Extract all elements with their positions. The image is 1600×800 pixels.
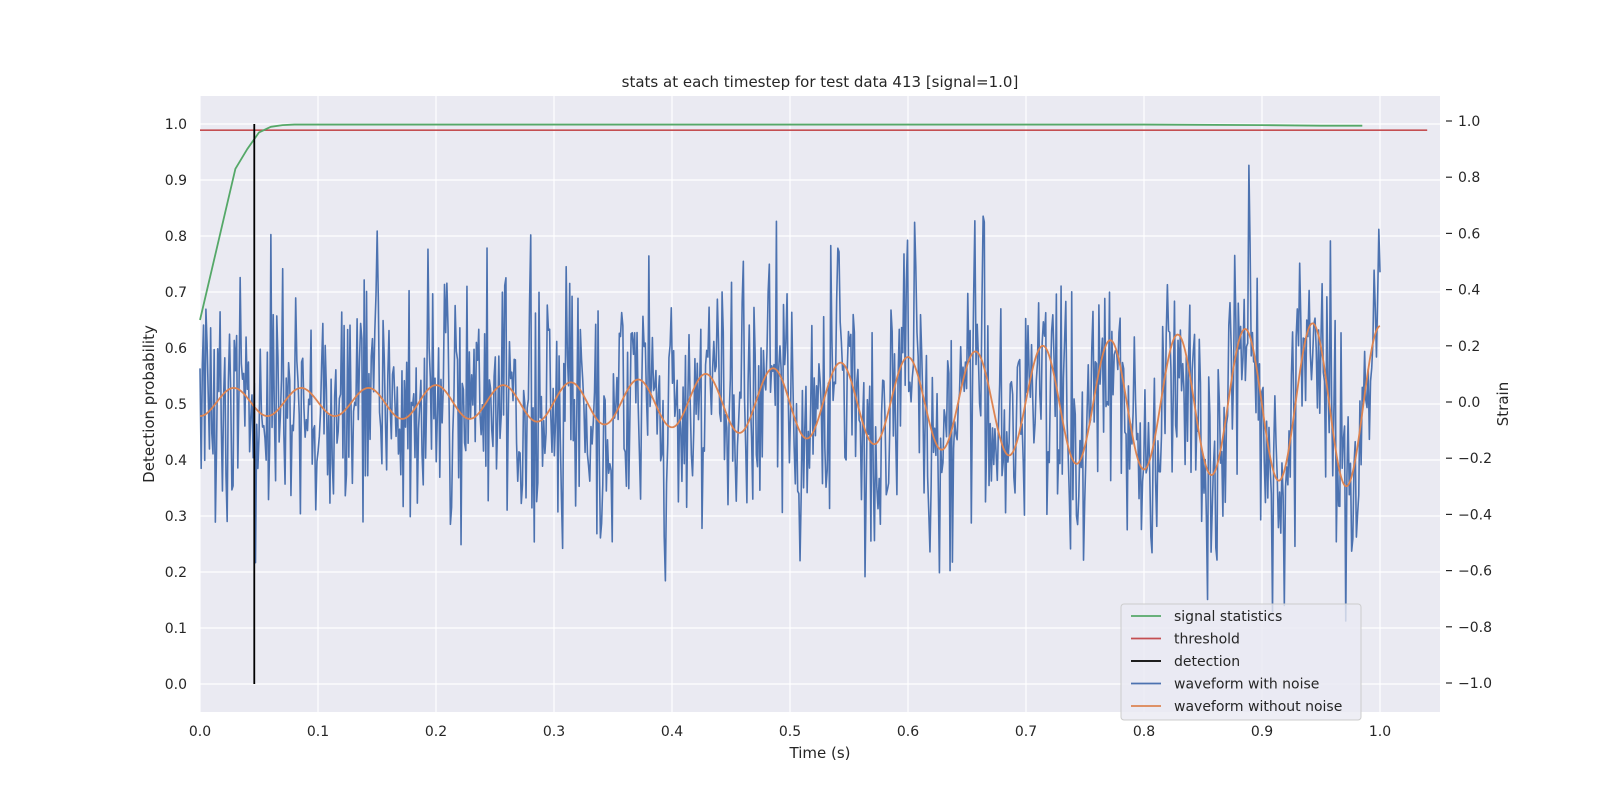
y-right-tick-label: −0.2	[1458, 451, 1492, 467]
y-left-tick-label: 0.9	[165, 173, 187, 189]
legend-label: waveform with noise	[1174, 677, 1319, 693]
x-tick-label: 0.9	[1251, 724, 1273, 740]
y-right-tick-label: 0.4	[1458, 283, 1480, 299]
series-waveform-with-noise	[199, 164, 1381, 622]
y-right-tick-label: 0.8	[1458, 170, 1480, 186]
y-left-axis-label: Detection probability	[140, 325, 158, 483]
x-tick-label: 0.8	[1133, 724, 1155, 740]
y-left-tick-label: 0.2	[165, 565, 187, 581]
y-right-axis-ticks: −1.0 −0.8 −0.6 −0.4 −0.2 0.0 0.2 0.4 0.6 0.8 1.0	[1446, 114, 1492, 692]
y-left-tick-label: 0.8	[165, 229, 187, 245]
y-left-tick-label: 0.7	[165, 285, 187, 301]
legend-entries: signal statistics threshold detection wavef…	[1131, 609, 1342, 715]
y-right-axis-label: Strain	[1494, 382, 1512, 426]
y-left-tick-label: 0.1	[165, 621, 187, 637]
legend-label: waveform without noise	[1174, 699, 1342, 715]
x-axis-label: Time (s)	[789, 744, 851, 762]
y-left-tick-label: 0.4	[165, 453, 187, 469]
series-waveform-without-noise	[199, 322, 1381, 488]
x-tick-label: 0.3	[543, 724, 565, 740]
series-layer	[199, 123, 1428, 684]
y-left-tick-label: 1.0	[165, 117, 187, 133]
y-right-tick-label: −0.8	[1458, 620, 1492, 636]
y-left-tick-label: 0.3	[165, 509, 187, 525]
y-left-axis-ticks: 0.0 0.1 0.2 0.3 0.4 0.5 0.6 0.7 0.8 0.9 1.0	[165, 117, 187, 693]
x-tick-label: 0.4	[661, 724, 683, 740]
series-signal-statistics	[199, 123, 1363, 321]
x-tick-label: 0.6	[897, 724, 919, 740]
x-tick-label: 0.2	[425, 724, 447, 740]
legend-label: detection	[1174, 654, 1240, 670]
chart-title: stats at each timestep for test data 413…	[622, 73, 1019, 91]
x-tick-label: 0.0	[189, 724, 211, 740]
y-left-tick-label: 0.6	[165, 341, 187, 357]
y-right-tick-label: −0.6	[1458, 564, 1492, 580]
x-tick-label: 0.7	[1015, 724, 1037, 740]
y-right-tick-label: 0.0	[1458, 395, 1480, 411]
y-right-tick-label: 0.2	[1458, 339, 1480, 355]
legend-label: threshold	[1174, 632, 1240, 648]
x-axis-ticks: 0.0 0.1 0.2 0.3 0.4 0.5 0.6 0.7 0.8 0.9 1.0	[189, 724, 1391, 740]
x-tick-label: 0.1	[307, 724, 329, 740]
y-left-tick-label: 0.5	[165, 397, 187, 413]
y-right-tick-label: −0.4	[1458, 507, 1492, 523]
y-right-tick-label: 0.6	[1458, 226, 1480, 242]
legend-box	[1120, 603, 1362, 721]
y-right-tick-label: −1.0	[1458, 676, 1492, 692]
x-tick-label: 0.5	[779, 724, 801, 740]
legend: signal statistics threshold detection wavef…	[1120, 603, 1362, 721]
legend-label: signal statistics	[1174, 609, 1282, 625]
y-left-tick-label: 0.0	[165, 677, 187, 693]
x-tick-label: 1.0	[1369, 724, 1391, 740]
y-right-tick-label: 1.0	[1458, 114, 1480, 130]
